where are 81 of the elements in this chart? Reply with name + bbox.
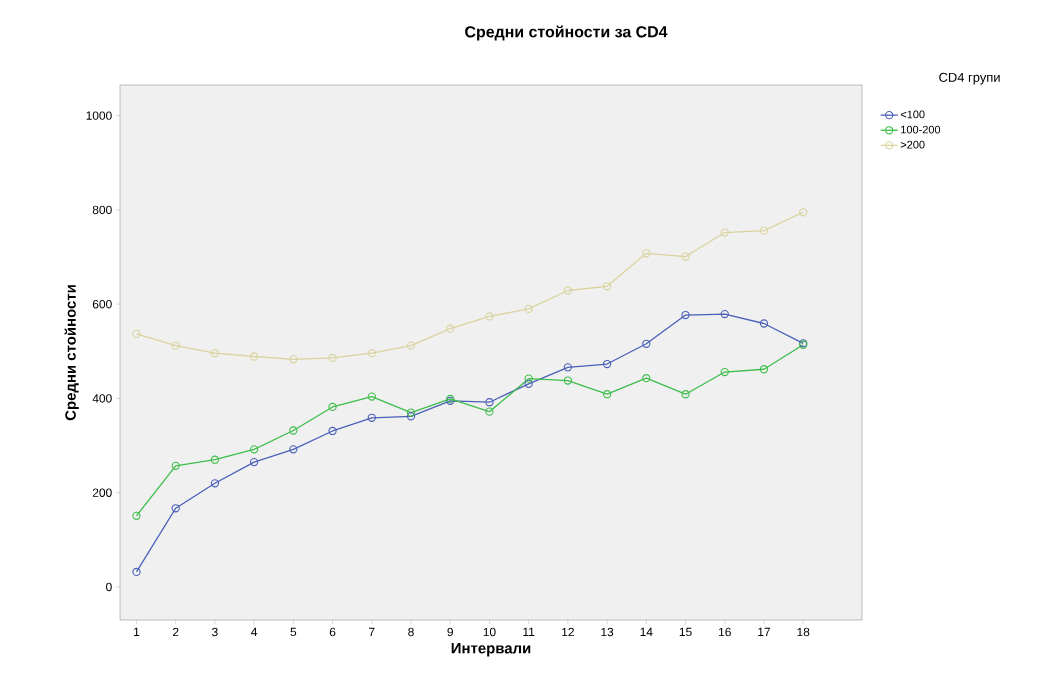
point <box>485 398 494 407</box>
y-tick-label: 400 <box>92 394 112 403</box>
point <box>406 408 416 417</box>
point <box>328 426 337 436</box>
x-tick-label: 16 <box>719 627 731 637</box>
point <box>406 412 416 421</box>
x-tick-label: 12 <box>562 627 574 637</box>
point <box>171 504 180 513</box>
point <box>485 407 494 416</box>
x-tick-label: 4 <box>251 627 258 636</box>
y-tick-label: 0 <box>106 582 112 592</box>
chart-title: Средни стойности за CD4 <box>465 25 668 41</box>
point <box>563 363 573 372</box>
point <box>681 252 690 261</box>
x-tick-label: 11 <box>523 627 535 636</box>
point <box>289 445 298 454</box>
y-tick-label: 800 <box>92 205 112 215</box>
point <box>210 455 220 464</box>
point <box>171 341 180 350</box>
y-tick-label: 600 <box>92 299 112 309</box>
point <box>642 249 651 258</box>
x-tick-label: 1 <box>134 627 140 636</box>
point <box>328 353 337 363</box>
point <box>681 390 690 399</box>
point <box>406 341 416 350</box>
x-tick-label: 14 <box>640 627 653 636</box>
point <box>642 339 651 348</box>
point <box>524 374 533 383</box>
point <box>132 329 141 339</box>
legend-title: CD4 групи <box>939 72 1000 85</box>
point <box>799 208 808 217</box>
legend-label: >200 <box>900 140 925 149</box>
point <box>171 461 180 470</box>
x-tick-label: 8 <box>408 627 414 637</box>
point <box>759 226 769 235</box>
point <box>210 479 220 488</box>
point <box>642 374 651 383</box>
point <box>367 392 376 401</box>
x-tick-label: 5 <box>290 627 297 637</box>
point <box>563 286 573 295</box>
x-tick-label: 18 <box>797 627 810 637</box>
x-tick-label: 15 <box>679 627 692 637</box>
point <box>602 390 612 399</box>
x-tick-label: 2 <box>172 627 179 637</box>
point <box>720 309 729 319</box>
point <box>367 413 376 422</box>
x-tick-label: 9 <box>447 627 453 637</box>
y-tick-label: 200 <box>92 488 112 497</box>
point <box>289 426 298 435</box>
point <box>249 352 259 361</box>
legend-label: 100-200 <box>901 125 941 134</box>
x-tick-label: 6 <box>329 627 336 637</box>
point <box>210 349 220 358</box>
y-tick-label: 1000 <box>86 111 112 120</box>
point <box>759 319 769 328</box>
x-axis-title: Интервали <box>451 643 531 657</box>
point <box>524 379 533 388</box>
point <box>132 511 141 520</box>
point <box>132 567 141 577</box>
x-tick-label: 3 <box>212 627 218 637</box>
point <box>367 349 376 358</box>
x-tick-label: 10 <box>483 627 496 637</box>
point <box>720 228 729 237</box>
point <box>485 312 494 321</box>
point <box>524 304 533 314</box>
point <box>289 355 298 364</box>
x-tick-label: 13 <box>601 627 614 637</box>
point <box>249 457 259 467</box>
point <box>563 376 573 385</box>
point <box>602 282 612 291</box>
x-tick-label: 7 <box>369 627 375 636</box>
x-tick-label: 17 <box>758 627 771 636</box>
point <box>249 445 259 454</box>
legend-label: <100 <box>900 110 925 119</box>
y-axis-title: Средни стойности <box>64 285 79 421</box>
point <box>720 367 729 377</box>
point <box>328 402 337 412</box>
point <box>759 365 769 374</box>
point <box>681 310 690 320</box>
point <box>602 359 612 369</box>
point <box>446 324 455 333</box>
